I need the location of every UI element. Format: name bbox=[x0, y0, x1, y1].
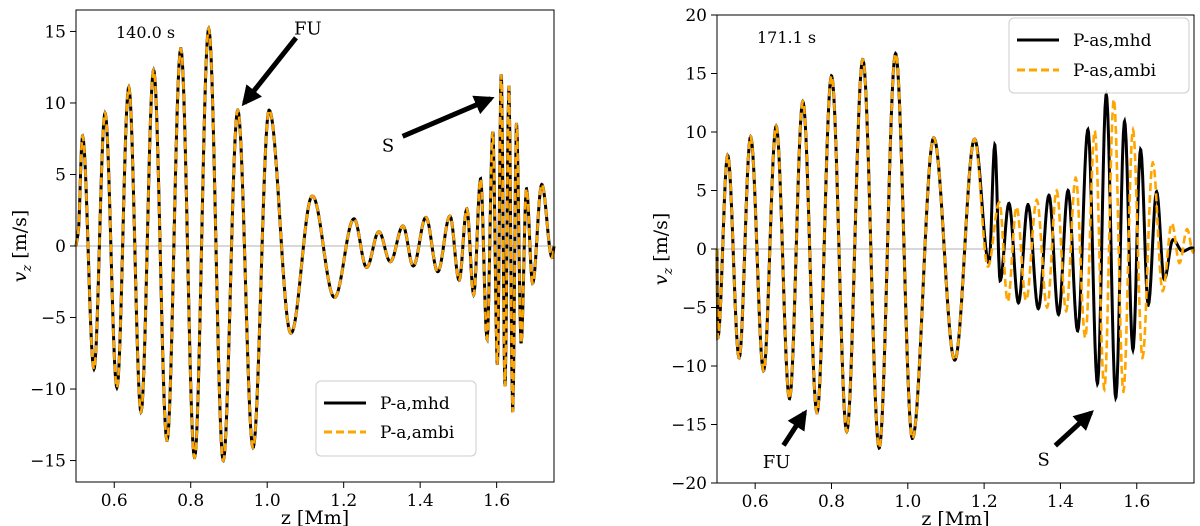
r-xtick-label: 1.6 bbox=[1123, 492, 1150, 512]
r-xtick-label: 0.8 bbox=[818, 492, 845, 512]
r-xtick-label: 1.4 bbox=[1047, 492, 1074, 512]
left-s-label: S bbox=[382, 136, 394, 157]
r-ytick-label: 10 bbox=[685, 123, 707, 143]
l-ytick-label: −10 bbox=[30, 380, 66, 400]
left-legend: P-a,mhd P-a,ambi bbox=[315, 380, 477, 457]
right-legend-mhd-label: P-as,mhd bbox=[1073, 31, 1152, 51]
right-fu-label: FU bbox=[763, 452, 791, 473]
left-x-ticks: 0.6 0.8 1.0 1.2 1.4 1.6 bbox=[101, 482, 510, 511]
r-xtick-label: 0.6 bbox=[742, 492, 769, 512]
right-annotation-fu: FU bbox=[763, 409, 807, 473]
r-ytick-label: 5 bbox=[696, 182, 707, 202]
l-ytick-label: 10 bbox=[44, 94, 66, 114]
l-xtick-label: 1.4 bbox=[407, 491, 434, 511]
left-legend-mhd-label: P-a,mhd bbox=[380, 394, 450, 414]
left-fu-arrow bbox=[241, 36, 298, 107]
left-y-axis-label: vz [m/s] bbox=[9, 210, 35, 283]
right-series-mhd bbox=[715, 51, 1195, 451]
right-x-ticks: 0.6 0.8 1.0 1.2 1.4 1.6 bbox=[742, 483, 1150, 512]
l-xtick-label: 1.2 bbox=[330, 491, 357, 511]
l-xtick-label: 1.0 bbox=[254, 491, 281, 511]
l-ytick-label: 15 bbox=[44, 22, 66, 42]
right-x-axis-label: z [Mm] bbox=[921, 508, 989, 526]
left-legend-ambi-label: P-a,ambi bbox=[380, 423, 455, 443]
right-legend-ambi-label: P-as,ambi bbox=[1073, 61, 1157, 81]
r-ytick-label: −10 bbox=[671, 357, 707, 377]
left-s-arrow bbox=[401, 95, 495, 139]
right-y-axis-label: vz [m/s] bbox=[650, 213, 676, 286]
r-ytick-label: −15 bbox=[671, 416, 707, 436]
right-fu-arrow bbox=[781, 409, 807, 447]
right-annotation-s: S bbox=[1038, 410, 1094, 470]
l-xtick-label: 0.8 bbox=[177, 491, 204, 511]
r-ytick-label: 20 bbox=[685, 6, 707, 26]
right-s-arrow bbox=[1053, 410, 1094, 448]
left-series-ambi bbox=[74, 25, 556, 463]
r-ytick-label: 15 bbox=[685, 65, 707, 85]
left-annotation-s: S bbox=[382, 95, 495, 157]
l-xtick-label: 0.6 bbox=[101, 491, 128, 511]
r-xtick-label: 1.0 bbox=[894, 492, 921, 512]
left-fu-label: FU bbox=[294, 18, 322, 39]
right-s-label: S bbox=[1038, 449, 1050, 470]
r-ytick-label: −5 bbox=[682, 299, 707, 319]
l-ytick-label: 5 bbox=[55, 165, 66, 185]
left-x-axis-label: z [Mm] bbox=[281, 507, 349, 526]
l-ytick-label: −5 bbox=[41, 309, 66, 329]
l-ytick-label: 0 bbox=[55, 237, 66, 257]
right-time-label: 171.1 s bbox=[757, 28, 816, 47]
left-y-ticks: −15 −10 −5 0 5 10 15 bbox=[30, 22, 76, 472]
r-ytick-label: 0 bbox=[696, 240, 707, 260]
left-time-label: 140.0 s bbox=[116, 23, 175, 42]
right-legend: P-as,mhd P-as,ambi bbox=[1008, 17, 1190, 94]
right-panel: 0.6 0.8 1.0 1.2 1.4 1.6 −20 −15 −10 −5 0 5 10 15 20 z… bbox=[650, 6, 1196, 526]
right-legend-box bbox=[1008, 17, 1190, 94]
r-ytick-label: −20 bbox=[671, 474, 707, 494]
l-ytick-label: −15 bbox=[30, 452, 66, 472]
right-y-ticks: −20 −15 −10 −5 0 5 10 15 20 bbox=[671, 6, 717, 494]
r-xtick-label: 1.2 bbox=[971, 492, 998, 512]
left-annotation-fu: FU bbox=[241, 18, 322, 107]
l-xtick-label: 1.6 bbox=[483, 491, 510, 511]
right-series-ambi bbox=[715, 51, 1196, 450]
left-panel: 0.6 0.8 1.0 1.2 1.4 1.6 −15 −10 −5 0 5 10 15 z [Mm]… bbox=[9, 9, 556, 526]
left-legend-box bbox=[315, 380, 477, 457]
